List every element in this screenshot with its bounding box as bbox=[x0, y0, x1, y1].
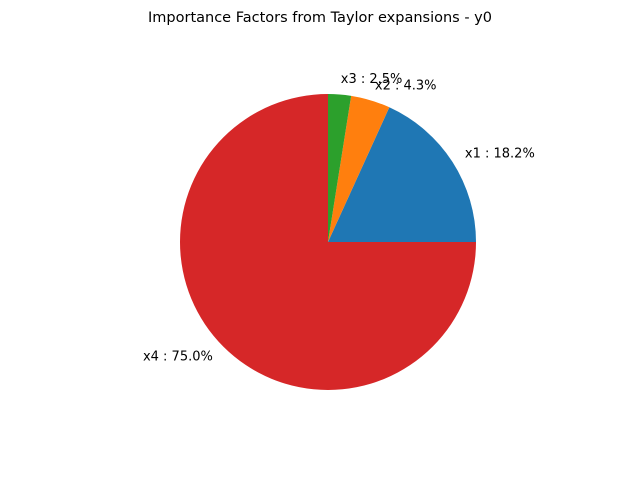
pie-labels: x1 : 18.2% x2 : 4.3%x3 : 2.5% x4 : 75.0% bbox=[143, 72, 535, 364]
pie-slice-x2 bbox=[328, 95, 390, 242]
pie-slice-x3 bbox=[328, 94, 352, 242]
pie-slice-x4 bbox=[180, 94, 476, 390]
slice-label-x4: x4 : 75.0% bbox=[143, 350, 213, 365]
slice-label-x1: x1 : 18.2% bbox=[465, 146, 535, 161]
chart-title: Importance Factors from Taylor expansion… bbox=[148, 10, 492, 26]
pie-slice-x1 bbox=[328, 107, 476, 242]
pie-slices bbox=[180, 94, 476, 390]
slice-label-x3: x3 : 2.5% bbox=[341, 72, 403, 87]
slice-label-x2: x2 : 4.3% bbox=[375, 79, 437, 94]
